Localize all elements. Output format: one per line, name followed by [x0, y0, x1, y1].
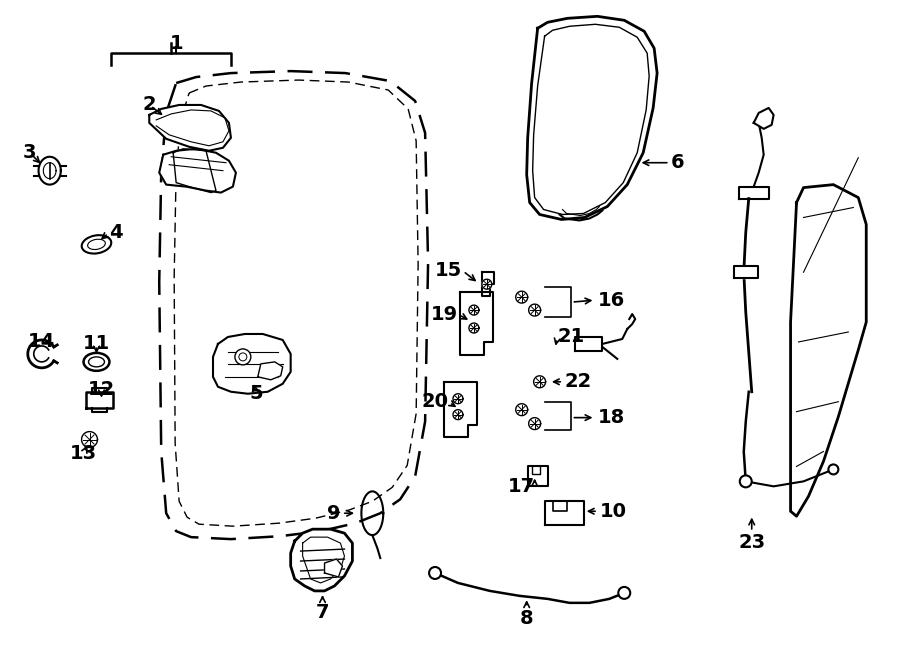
Ellipse shape: [84, 353, 110, 371]
Polygon shape: [734, 266, 758, 278]
Polygon shape: [149, 105, 231, 151]
Text: 8: 8: [520, 609, 534, 628]
Text: 19: 19: [431, 305, 458, 324]
Polygon shape: [173, 149, 216, 193]
Text: 18: 18: [598, 408, 625, 427]
Text: 4: 4: [110, 223, 123, 242]
Polygon shape: [516, 404, 527, 416]
Text: 2: 2: [142, 95, 156, 115]
Circle shape: [429, 567, 441, 579]
Text: 17: 17: [508, 477, 535, 496]
Text: 15: 15: [435, 261, 462, 280]
Text: 6: 6: [671, 153, 685, 172]
Polygon shape: [159, 149, 236, 193]
Circle shape: [235, 349, 251, 365]
Text: 12: 12: [88, 380, 115, 399]
Text: 13: 13: [70, 444, 97, 463]
Text: 14: 14: [28, 332, 55, 352]
Polygon shape: [482, 272, 494, 296]
Ellipse shape: [88, 357, 104, 367]
Polygon shape: [82, 432, 97, 448]
Polygon shape: [544, 501, 584, 525]
Text: 1: 1: [169, 34, 183, 53]
Polygon shape: [790, 185, 866, 516]
Polygon shape: [528, 418, 541, 430]
Polygon shape: [516, 291, 527, 303]
Ellipse shape: [87, 239, 105, 250]
Circle shape: [238, 353, 247, 361]
Polygon shape: [575, 337, 602, 351]
Polygon shape: [739, 187, 769, 199]
Polygon shape: [527, 467, 547, 487]
Polygon shape: [453, 410, 463, 420]
Polygon shape: [291, 529, 353, 591]
Circle shape: [618, 587, 630, 599]
Text: 3: 3: [23, 143, 37, 162]
Polygon shape: [469, 305, 479, 315]
Text: 16: 16: [598, 291, 625, 310]
Polygon shape: [482, 279, 491, 289]
Circle shape: [828, 465, 839, 475]
Polygon shape: [460, 292, 493, 355]
Text: 23: 23: [738, 533, 765, 552]
Text: 22: 22: [564, 372, 592, 391]
Text: 11: 11: [83, 334, 110, 354]
Polygon shape: [213, 334, 291, 394]
Polygon shape: [753, 108, 774, 129]
Polygon shape: [43, 163, 56, 179]
Text: 5: 5: [249, 384, 263, 403]
Text: 9: 9: [327, 504, 340, 523]
Polygon shape: [257, 362, 283, 380]
Polygon shape: [526, 17, 657, 220]
Text: 7: 7: [316, 603, 329, 622]
Polygon shape: [469, 323, 479, 333]
Circle shape: [740, 475, 752, 487]
Text: 20: 20: [421, 392, 448, 411]
Polygon shape: [453, 394, 463, 404]
Polygon shape: [39, 157, 61, 185]
Polygon shape: [325, 559, 343, 577]
Polygon shape: [528, 304, 541, 316]
Polygon shape: [86, 392, 113, 408]
Ellipse shape: [82, 235, 112, 254]
Polygon shape: [534, 376, 545, 388]
Text: 10: 10: [599, 502, 626, 521]
Text: 21: 21: [557, 328, 585, 346]
Polygon shape: [444, 382, 477, 436]
